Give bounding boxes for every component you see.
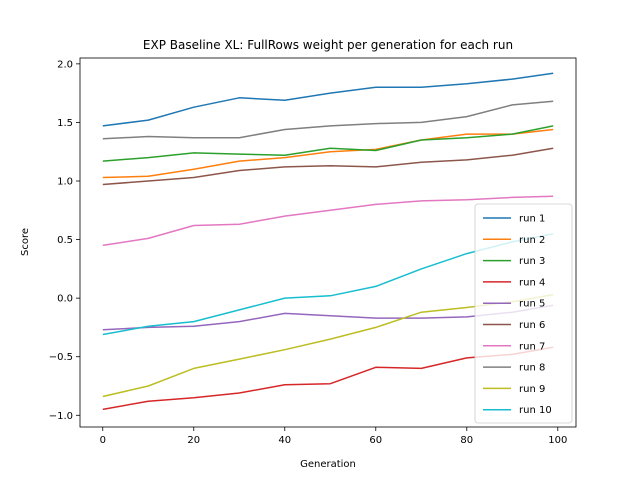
- y-tick-label: −1.0: [49, 411, 73, 422]
- legend-label-run-4: run 4: [519, 277, 545, 288]
- x-axis: 0 20 40 60 80 100: [100, 427, 567, 446]
- series-line-run-7: [102, 195, 554, 247]
- legend-label-run-3: run 3: [519, 256, 545, 267]
- x-tick-label: 0: [100, 435, 106, 446]
- legend-label-run-9: run 9: [519, 384, 545, 395]
- x-tick-label: 80: [460, 435, 473, 446]
- legend-label-run-1: run 1: [519, 214, 545, 225]
- legend-label-run-8: run 8: [519, 363, 545, 374]
- legend-label-run-10: run 10: [519, 405, 552, 416]
- series-line-run-2: [102, 128, 554, 179]
- y-tick-label: −0.5: [49, 352, 73, 363]
- y-axis-label: Score: [20, 228, 31, 256]
- x-axis-label: Generation: [300, 459, 356, 470]
- y-axis: −1.0 −0.5 0.0 0.5 1.0 1.5 2.0: [49, 59, 80, 422]
- x-tick-label: 20: [187, 435, 200, 446]
- legend-label-run-2: run 2: [519, 235, 545, 246]
- series-line-run-1: [102, 72, 554, 127]
- x-tick-label: 100: [548, 435, 567, 446]
- x-tick-label: 40: [278, 435, 291, 446]
- y-tick-label: 1.5: [57, 118, 73, 129]
- y-tick-label: 0.5: [57, 235, 73, 246]
- legend-label-run-7: run 7: [519, 341, 545, 352]
- series-line-run-3: [102, 125, 554, 162]
- y-tick-label: 0.0: [57, 294, 73, 305]
- chart-title: EXP Baseline XL: FullRows weight per gen…: [143, 38, 513, 52]
- series-line-run-8: [102, 100, 554, 140]
- plot-frame: [79, 57, 577, 428]
- y-tick-label: 1.0: [57, 177, 73, 188]
- x-tick-label: 60: [369, 435, 382, 446]
- legend-label-run-6: run 6: [519, 320, 545, 331]
- legend: run 1 run 2 run 3 run 4 run 5 run 6 run 7 run 8…: [474, 203, 573, 424]
- y-tick-label: 2.0: [57, 59, 73, 70]
- series-line-run-6: [102, 147, 554, 186]
- legend-box: [474, 203, 573, 424]
- legend-label-run-5: run 5: [519, 299, 545, 310]
